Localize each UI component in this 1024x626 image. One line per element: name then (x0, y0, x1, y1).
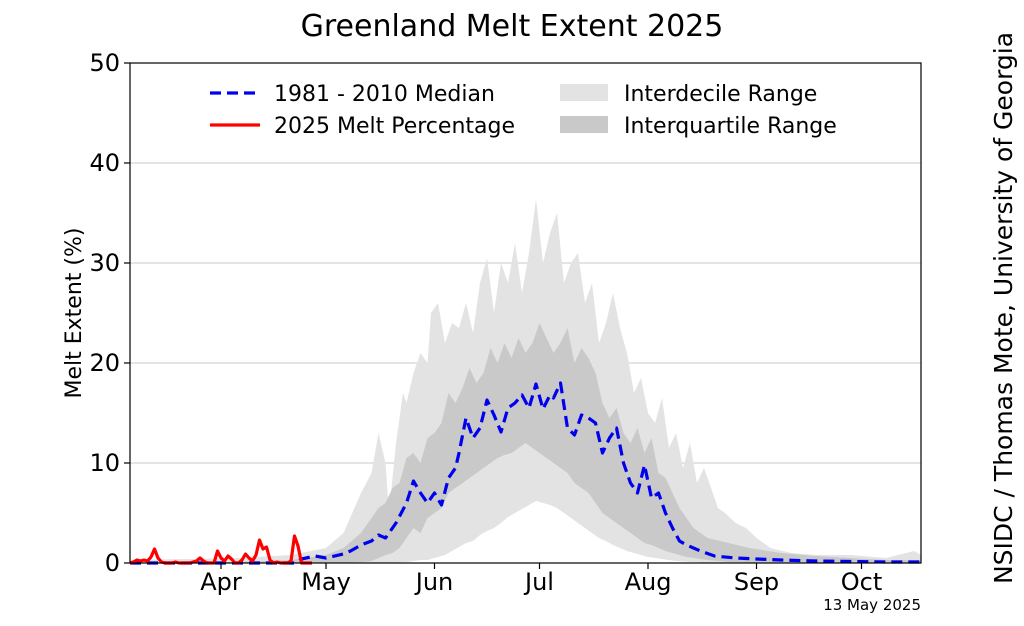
plot-frame (129, 62, 922, 564)
legend-label-interquartile-range: Interquartile Range (624, 114, 837, 139)
plot-area: 0 10 20 30 40 50 Apr May Jun Jul Aug Sep Oct 1981 - 2… (89, 49, 922, 596)
x-tick-label: Aug (625, 568, 672, 596)
legend-label-2025-melt-percentage: 2025 Melt Percentage (274, 114, 515, 139)
series-line-1981-2010-median (130, 381, 921, 565)
y-tick-label: 50 (89, 49, 120, 77)
y-tick-label: 10 (89, 449, 120, 477)
legend-label-interdecile-range: Interdecile Range (624, 82, 817, 107)
x-tick-label: Sep (734, 568, 779, 596)
legend: 1981 - 2010 Median 2025 Melt Percentage In… (210, 82, 837, 139)
date-stamp: 13 May 2025 (823, 596, 921, 614)
x-tick-label: Apr (200, 568, 242, 596)
x-tick-label: May (301, 568, 351, 596)
legend-swatch-interdecile-range (560, 84, 608, 101)
y-tick-label: 0 (105, 549, 120, 577)
x-tick-label: Jun (414, 568, 454, 596)
legend-label-1981-2010-median: 1981 - 2010 Median (274, 82, 495, 107)
y-tick-label: 20 (89, 349, 120, 377)
y-axis-label: Melt Extent (%) (62, 228, 87, 399)
y-tick-label: 40 (89, 149, 120, 177)
x-tick-label: Jul (523, 568, 554, 596)
x-tick-label: Oct (841, 568, 883, 596)
interquartile-range-band (130, 323, 921, 563)
chart-title: Greenland Melt Extent 2025 (301, 9, 724, 44)
y-tick-label: 30 (89, 249, 120, 277)
credit-text: NSIDC / Thomas Mote, University of Georg… (989, 32, 1018, 584)
legend-swatch-interquartile-range (560, 116, 608, 133)
